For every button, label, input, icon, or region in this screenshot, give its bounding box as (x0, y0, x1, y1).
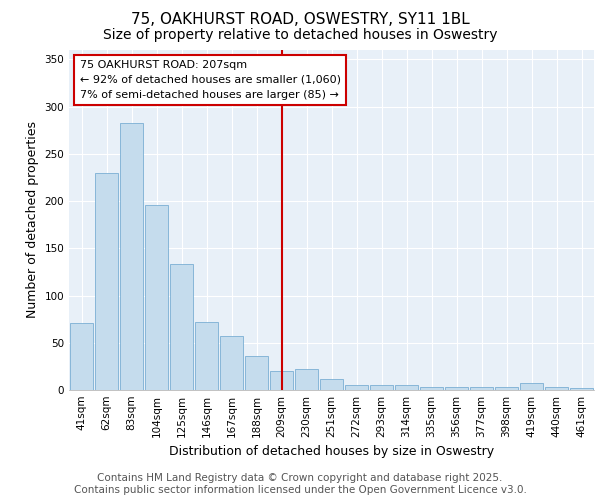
Bar (370, 386, 393, 390)
Bar (495, 387, 518, 390)
Bar (145, 205, 168, 390)
Bar (570, 388, 593, 390)
Bar (245, 356, 268, 390)
Text: 75, OAKHURST ROAD, OSWESTRY, SY11 1BL: 75, OAKHURST ROAD, OSWESTRY, SY11 1BL (131, 12, 469, 28)
Bar (345, 386, 368, 390)
Bar (295, 369, 318, 390)
X-axis label: Distribution of detached houses by size in Oswestry: Distribution of detached houses by size … (169, 446, 494, 458)
Bar (195, 322, 218, 390)
Text: Size of property relative to detached houses in Oswestry: Size of property relative to detached ho… (103, 28, 497, 42)
Bar (95, 173, 118, 390)
Bar (420, 387, 443, 390)
Bar (120, 122, 143, 390)
Text: 75 OAKHURST ROAD: 207sqm
← 92% of detached houses are smaller (1,060)
7% of semi: 75 OAKHURST ROAD: 207sqm ← 92% of detach… (79, 60, 341, 100)
Bar (170, 264, 193, 390)
Bar (545, 387, 568, 390)
Bar (320, 378, 343, 390)
Y-axis label: Number of detached properties: Number of detached properties (26, 122, 39, 318)
Text: Contains HM Land Registry data © Crown copyright and database right 2025.
Contai: Contains HM Land Registry data © Crown c… (74, 474, 526, 495)
Bar (270, 371, 293, 390)
Bar (470, 387, 493, 390)
Bar (445, 387, 468, 390)
Bar (520, 384, 543, 390)
Bar (395, 386, 418, 390)
Bar (70, 323, 93, 390)
Bar (220, 336, 243, 390)
